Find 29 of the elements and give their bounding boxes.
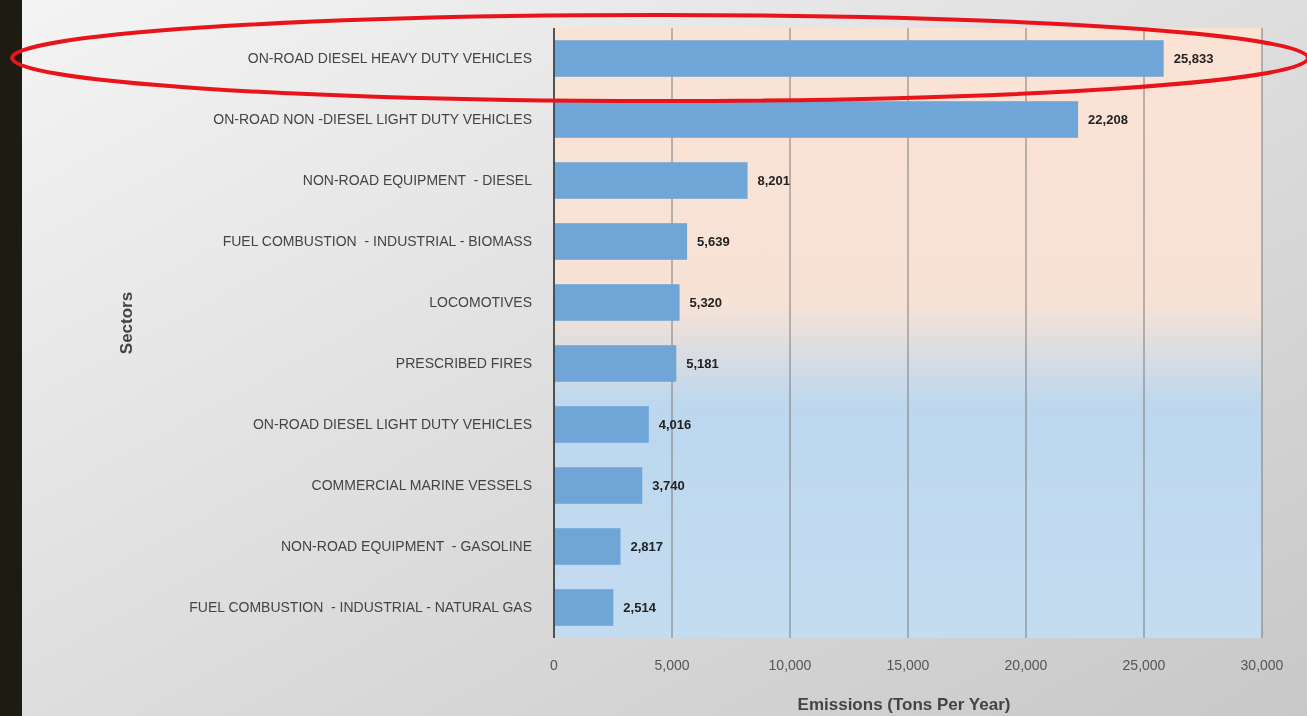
x-tick-label: 0 bbox=[550, 657, 559, 673]
y-tick-label: ON-ROAD DIESEL HEAVY DUTY VEHICLES bbox=[247, 50, 532, 67]
y-tick-label: FUEL COMBUSTION - INDUSTRIAL - BIOMASS bbox=[222, 233, 532, 250]
x-tick-label: 10,000 bbox=[768, 657, 812, 673]
data-label: 5,181 bbox=[686, 356, 719, 372]
y-tick-label: ON-ROAD NON -DIESEL LIGHT DUTY VEHICLES bbox=[213, 111, 532, 128]
y-tick-label: FUEL COMBUSTION - INDUSTRIAL - NATURAL GAS bbox=[189, 599, 532, 616]
data-label: 22,208 bbox=[1088, 112, 1128, 128]
data-label: 3,740 bbox=[652, 478, 685, 494]
data-label: 4,016 bbox=[658, 417, 692, 433]
x-axis-title: Emissions (Tons Per Year) bbox=[797, 695, 1011, 714]
y-axis-title: Sectors bbox=[117, 291, 136, 355]
data-label: 5,639 bbox=[697, 234, 730, 250]
x-tick-label: 20,000 bbox=[1004, 657, 1048, 673]
y-tick-label: PRESCRIBED FIRES bbox=[395, 355, 532, 372]
y-tick-label: LOCOMOTIVES bbox=[429, 294, 532, 311]
y-tick-label: ON-ROAD DIESEL LIGHT DUTY VEHICLES bbox=[252, 416, 532, 433]
x-tick-label: 15,000 bbox=[886, 657, 930, 673]
y-tick-label: NON-ROAD EQUIPMENT - GASOLINE bbox=[281, 538, 532, 555]
data-label: 2,514 bbox=[623, 600, 657, 616]
x-tick-label: 30,000 bbox=[1240, 657, 1284, 673]
y-tick-label: COMMERCIAL MARINE VESSELS bbox=[311, 477, 532, 494]
y-tick-label: NON-ROAD EQUIPMENT - DIESEL bbox=[302, 172, 533, 189]
data-label: 2,817 bbox=[630, 539, 664, 555]
x-tick-label: 5,000 bbox=[654, 657, 690, 673]
x-tick-label: 25,000 bbox=[1122, 657, 1166, 673]
data-label: 8,201 bbox=[757, 173, 791, 189]
data-label: 5,320 bbox=[689, 295, 723, 311]
data-label: 25,833 bbox=[1173, 51, 1214, 67]
